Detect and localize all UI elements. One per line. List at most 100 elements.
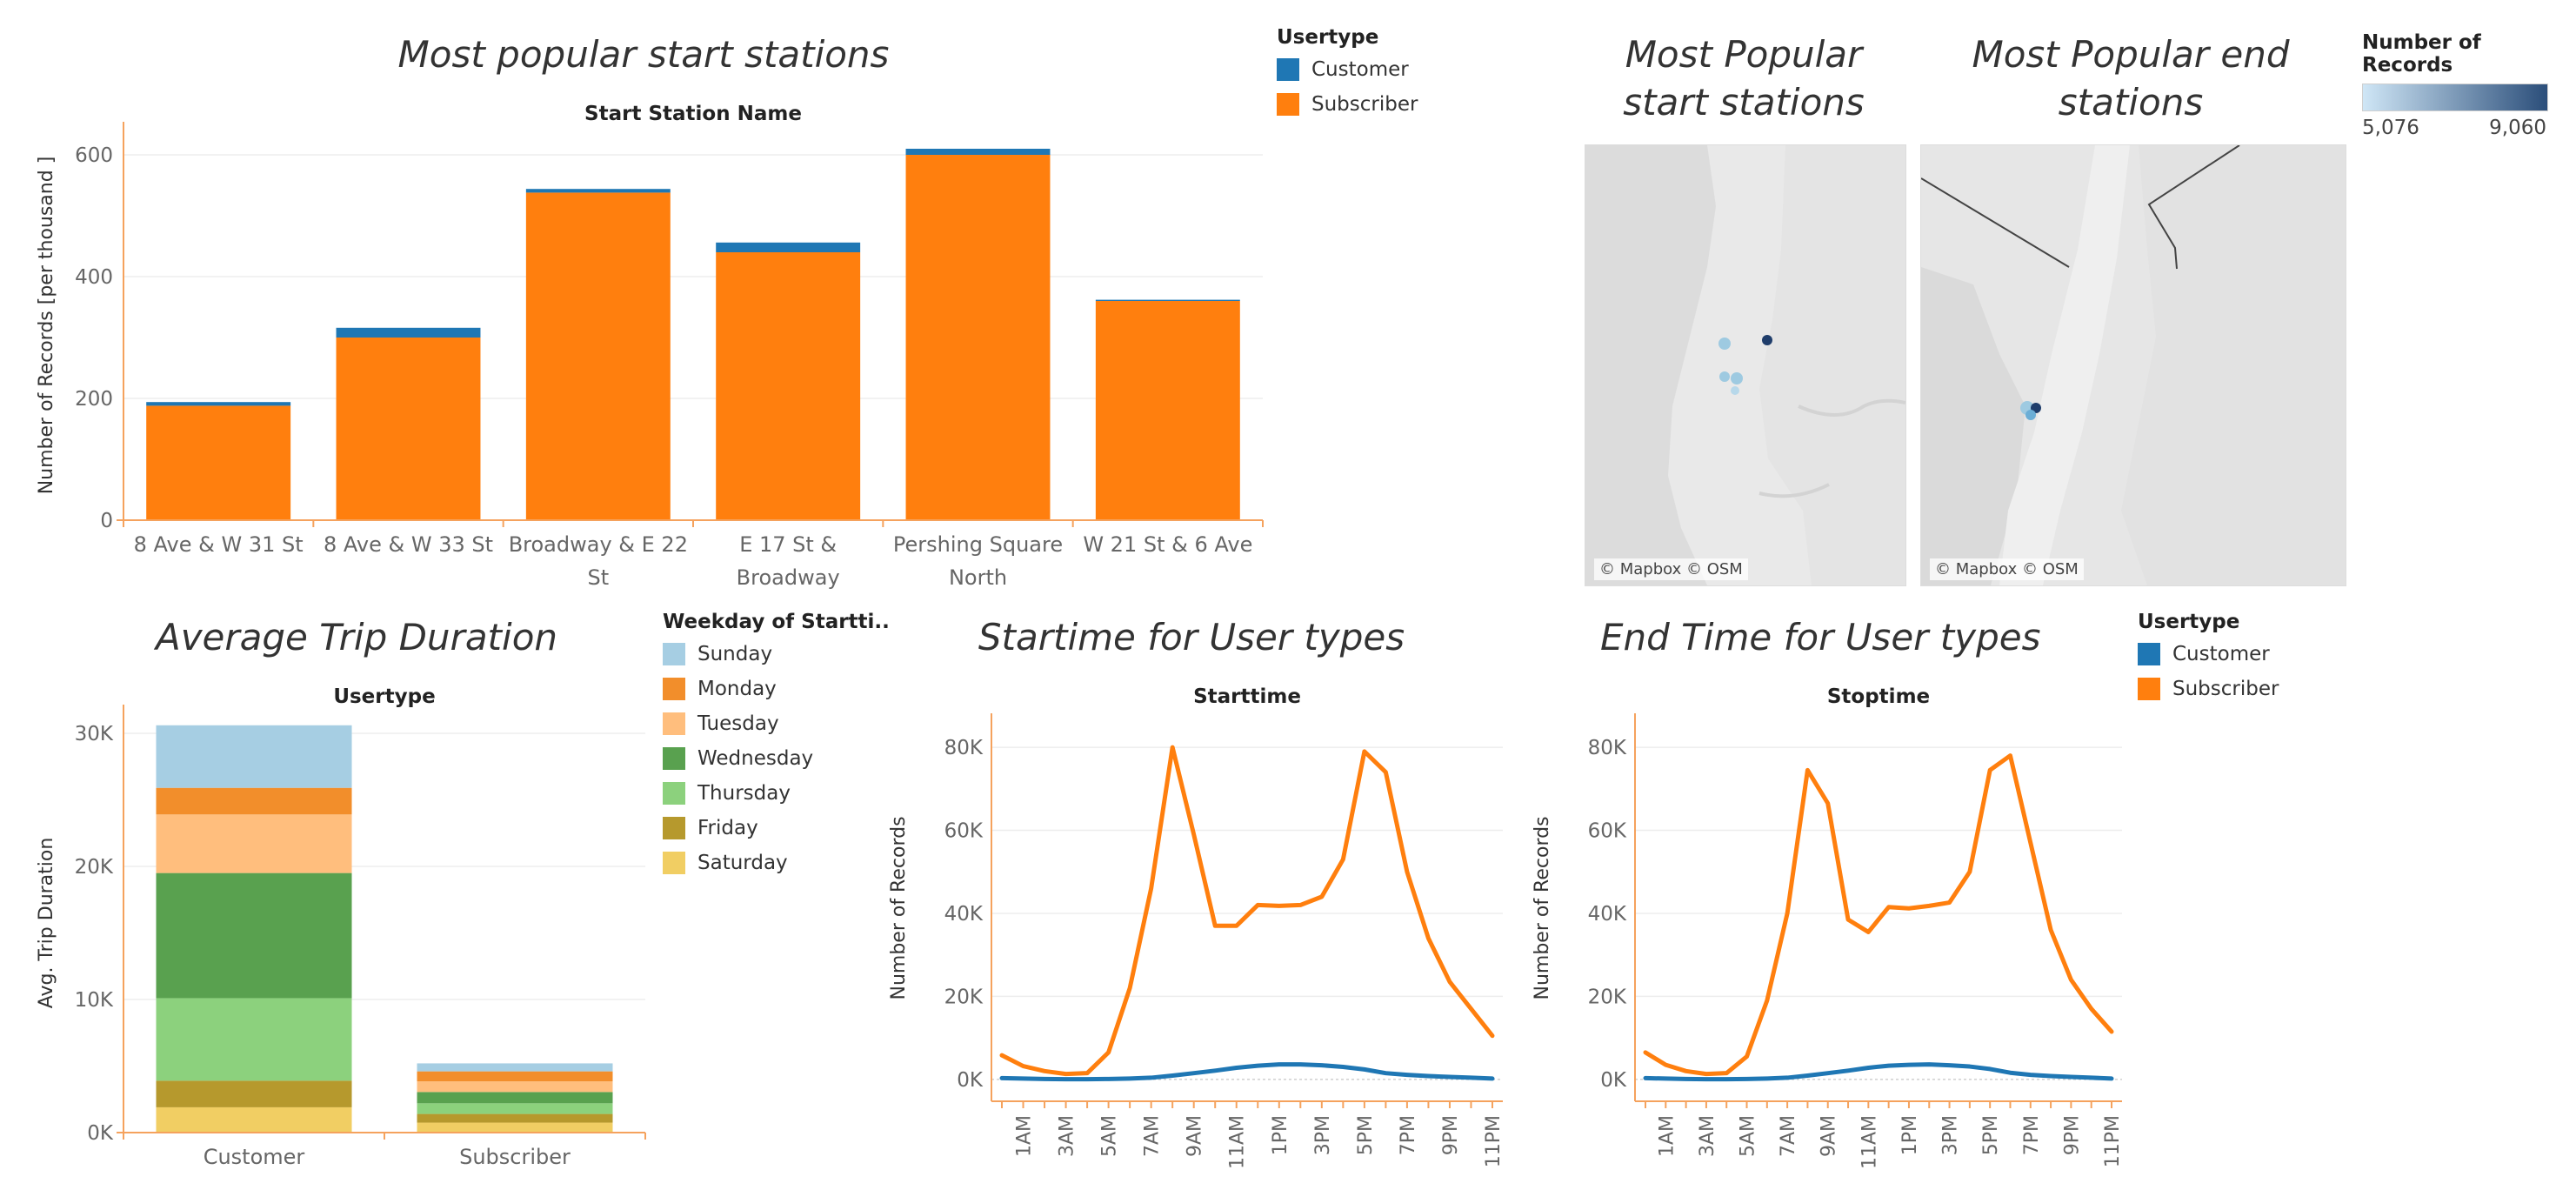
usertype-legend-bottom-title: Usertype xyxy=(2138,611,2240,633)
weekday-legend-label: Monday xyxy=(697,678,777,700)
bar-segment-tuesday[interactable] xyxy=(156,814,352,873)
bar-segment-saturday[interactable] xyxy=(417,1122,613,1133)
weekday-legend-swatch xyxy=(663,747,685,770)
records-gradient xyxy=(2362,84,2548,111)
x-tick-label: 9AM xyxy=(1819,1115,1840,1157)
records-legend-title: Number of Records xyxy=(2362,31,2481,77)
weekday-legend-item[interactable]: Sunday xyxy=(663,637,890,672)
bar-segment-subscriber[interactable] xyxy=(146,405,291,520)
map-credit[interactable]: © Mapbox © OSM xyxy=(1594,558,1748,580)
bar-segment-wednesday[interactable] xyxy=(417,1092,613,1104)
bar-segment-customer[interactable] xyxy=(905,149,1051,155)
weekday-legend-swatch xyxy=(663,643,685,665)
bar-segment-customer[interactable] xyxy=(1095,299,1240,301)
bar-segment-wednesday[interactable] xyxy=(156,872,352,999)
bar-segment-customer[interactable] xyxy=(525,189,671,193)
bar-segment-subscriber[interactable] xyxy=(336,338,481,520)
usertype-legend-label: Customer xyxy=(1311,58,1409,81)
y-tick-label: 30K xyxy=(75,723,114,745)
x-tick-label: 3AM xyxy=(1697,1115,1718,1157)
bar-segment-tuesday[interactable] xyxy=(417,1081,613,1093)
x-tick-label: 5AM xyxy=(1738,1115,1759,1157)
weekday-legend-item[interactable]: Wednesday xyxy=(663,741,890,776)
x-tick-label: 1AM xyxy=(1656,1115,1678,1157)
x-tick-label: 3AM xyxy=(1057,1115,1078,1157)
records-legend-min: 5,076 xyxy=(2362,117,2419,139)
bar-segment-saturday[interactable] xyxy=(156,1106,352,1133)
bar-segment-sunday[interactable] xyxy=(156,725,352,788)
bar-segment-sunday[interactable] xyxy=(417,1063,613,1072)
usertype-legend-bottom-item[interactable]: Subscriber xyxy=(2138,672,2279,706)
map-point[interactable] xyxy=(2025,410,2036,420)
bar-segment-subscriber[interactable] xyxy=(525,192,671,520)
y-tick-label: 200 xyxy=(75,388,113,411)
map-point[interactable] xyxy=(1762,335,1772,345)
weekday-legend: Weekday of Startti.. Sunday Monday Tuesday… xyxy=(663,611,890,880)
map-start-stations[interactable]: © Mapbox © OSM xyxy=(1585,144,1906,586)
series-line-customer[interactable] xyxy=(999,1062,1495,1082)
bar-segment-customer[interactable] xyxy=(146,402,291,406)
chart-header: Start Station Name xyxy=(584,103,802,125)
map-point[interactable] xyxy=(1731,372,1743,384)
weekday-legend-swatch xyxy=(663,817,685,839)
usertype-legend-label: Subscriber xyxy=(1311,93,1418,116)
y-axis-label: Number of Records xyxy=(888,816,910,999)
usertype-legend-item[interactable]: Subscriber xyxy=(1277,87,1418,122)
map-point[interactable] xyxy=(1718,338,1731,350)
y-tick-label: 40K xyxy=(1588,903,1627,926)
y-tick-label: 80K xyxy=(1588,737,1627,759)
weekday-legend-label: Thursday xyxy=(697,782,791,805)
bar-segment-customer[interactable] xyxy=(716,242,861,252)
weekday-legend-swatch xyxy=(663,782,685,805)
usertype-legend-swatch xyxy=(1277,58,1299,81)
usertype-legend-bottom: Usertype Customer Subscriber xyxy=(2138,611,2279,706)
series-line-customer[interactable] xyxy=(1643,1062,2114,1082)
bar-segment-thursday[interactable] xyxy=(417,1103,613,1114)
series-line-subscriber[interactable] xyxy=(999,745,1495,1077)
x-tick-label: Pershing Square xyxy=(893,532,1063,557)
series-line-subscriber[interactable] xyxy=(1643,753,2114,1077)
bar-segment-subscriber[interactable] xyxy=(716,252,861,520)
weekday-legend-swatch xyxy=(663,678,685,700)
map-start-title-line2: start stations xyxy=(1623,80,1865,124)
bar-segment-monday[interactable] xyxy=(156,787,352,815)
x-tick-label: 9AM xyxy=(1185,1115,1206,1157)
map-end-stations[interactable]: © Mapbox © OSM xyxy=(1920,144,2346,586)
bar-segment-friday[interactable] xyxy=(417,1113,613,1123)
weekday-legend-item[interactable]: Monday xyxy=(663,672,890,706)
bar-segment-monday[interactable] xyxy=(417,1071,613,1082)
bar-segment-subscriber[interactable] xyxy=(905,155,1051,520)
y-tick-label: 400 xyxy=(75,266,113,289)
map-credit[interactable]: © Mapbox © OSM xyxy=(1930,558,2084,580)
weekday-legend-label: Wednesday xyxy=(697,747,814,770)
weekday-legend-item[interactable]: Saturday xyxy=(663,846,890,880)
y-axis-label: Number of Records [per thousand ] xyxy=(36,157,57,495)
bar-segment-friday[interactable] xyxy=(156,1080,352,1107)
y-tick-label: 80K xyxy=(944,737,984,759)
x-tick-label: 3PM xyxy=(1312,1115,1334,1155)
map-start-basemap xyxy=(1585,145,1905,585)
y-tick-label: 0 xyxy=(100,510,113,532)
bar-segment-customer[interactable] xyxy=(336,327,481,338)
bar-segment-thursday[interactable] xyxy=(156,998,352,1081)
bar-segment-subscriber[interactable] xyxy=(1095,301,1240,520)
map-start-title-line1: Most Popular xyxy=(1625,33,1863,76)
starttime-chart: Starttime 0K 20K 40K 60K 80K Number of Records… xyxy=(888,685,1505,1169)
weekday-legend-title: Weekday of Startti.. xyxy=(663,611,890,633)
y-tick-label: 600 xyxy=(75,144,113,167)
x-tick-label: 5PM xyxy=(1980,1115,2002,1155)
chart-header: Stoptime xyxy=(1827,685,1930,708)
weekday-legend-item[interactable]: Friday xyxy=(663,811,890,846)
weekday-legend-label: Tuesday xyxy=(697,712,779,735)
usertype-legend-bottom-swatch xyxy=(2138,643,2160,665)
weekday-legend-item[interactable]: Thursday xyxy=(663,776,890,811)
map-point[interactable] xyxy=(1731,386,1739,395)
y-tick-label: 20K xyxy=(1588,986,1627,1008)
x-tick-label: North xyxy=(949,565,1007,590)
map-point[interactable] xyxy=(1719,371,1730,382)
x-tick-label: 11AM xyxy=(1859,1115,1880,1169)
y-tick-label: 20K xyxy=(944,986,984,1008)
usertype-legend-bottom-item[interactable]: Customer xyxy=(2138,637,2279,672)
usertype-legend-item[interactable]: Customer xyxy=(1277,52,1418,87)
weekday-legend-item[interactable]: Tuesday xyxy=(663,706,890,741)
